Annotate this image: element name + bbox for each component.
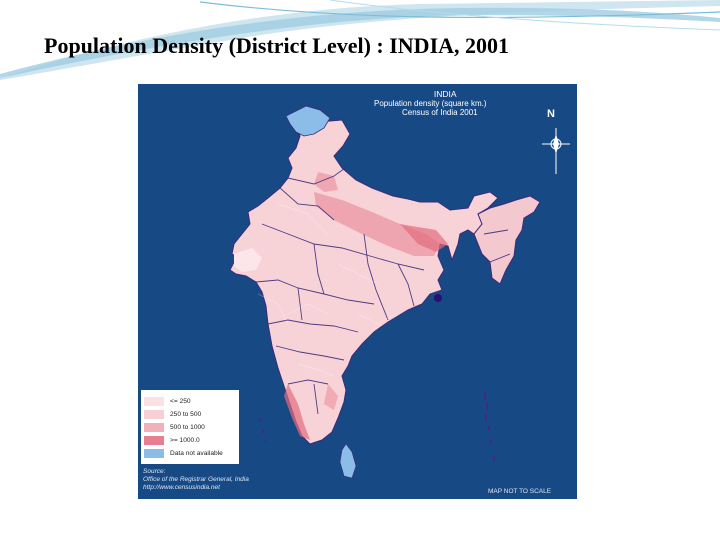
compass-rose-icon — [542, 128, 570, 174]
legend-swatch — [144, 435, 164, 445]
north-label: N — [547, 108, 555, 120]
legend-item: >= 1000.0 — [144, 435, 200, 445]
scale-note: MAP NOT TO SCALE — [488, 488, 552, 495]
slide-title: Population Density (District Level) : IN… — [44, 33, 510, 58]
india-map-graphic — [229, 105, 541, 479]
legend-label: >= 1000.0 — [170, 436, 200, 444]
legend-item: <= 250 — [144, 396, 191, 406]
region-data-not-available — [285, 105, 331, 137]
legend-swatch — [144, 396, 164, 406]
sri-lanka — [339, 443, 357, 479]
map-legend: <= 250 250 to 500 500 to 1000 >= 1000.0 … — [141, 390, 239, 464]
legend-label: 500 to 1000 — [170, 423, 205, 431]
map-header-title: INDIA — [433, 89, 457, 99]
legend-item: 500 to 1000 — [144, 422, 205, 432]
legend-swatch — [144, 422, 164, 432]
map-header-census: Census of India 2001 — [402, 108, 478, 117]
map-header-subtitle: Population density (square km.) — [374, 99, 487, 108]
source-label: Source: — [143, 468, 166, 475]
population-density-map: INDIA Population density (square km.) Ce… — [138, 84, 577, 499]
legend-label: 250 to 500 — [170, 410, 202, 418]
header-swoosh-decoration — [0, 0, 720, 80]
legend-item: Data not available — [144, 448, 223, 458]
legend-swatch — [144, 409, 164, 419]
source-line-2: http://www.censusindia.net — [143, 484, 220, 491]
map-header: INDIA Population density (square km.) Ce… — [374, 89, 487, 118]
legend-item: 250 to 500 — [144, 409, 201, 419]
legend-label: <= 250 — [170, 397, 191, 405]
legend-swatch — [144, 448, 164, 458]
legend-label: Data not available — [170, 449, 223, 457]
source-line-1: Office of the Registrar General, India — [143, 476, 249, 483]
map-source: Source: Office of the Registrar General,… — [143, 468, 249, 492]
india-mainland — [229, 113, 499, 445]
lakshadweep-islands — [259, 418, 267, 442]
andaman-nicobar-islands — [484, 392, 495, 462]
gangetic-high-density — [314, 192, 440, 256]
